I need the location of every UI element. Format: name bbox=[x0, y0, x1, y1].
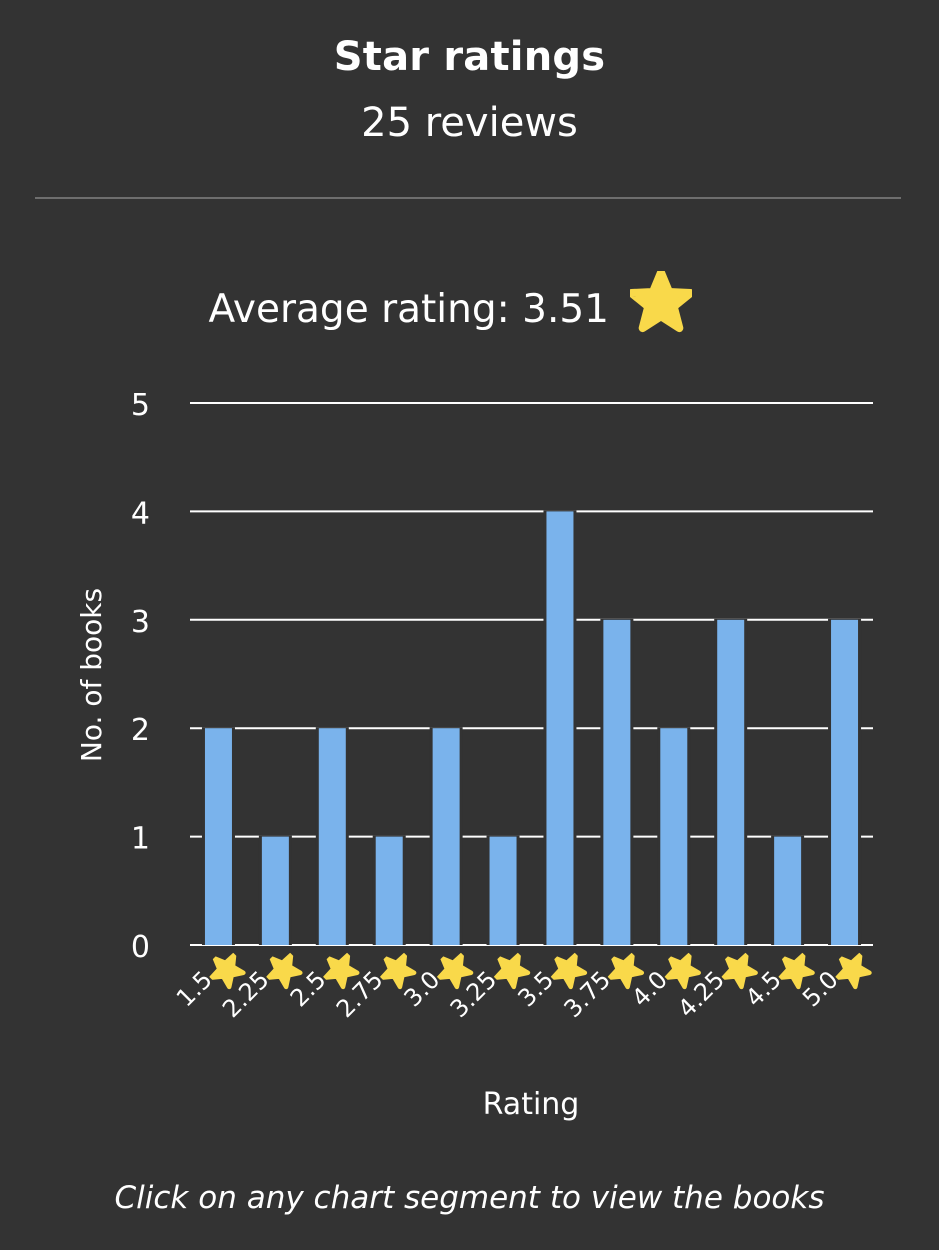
bar-4.25[interactable] bbox=[717, 619, 745, 945]
bar-3.75[interactable] bbox=[603, 619, 631, 945]
bar-2.5[interactable] bbox=[318, 728, 346, 945]
chart-hint: Click on any chart segment to view the b… bbox=[114, 1180, 825, 1216]
bar-1.5[interactable] bbox=[204, 728, 232, 945]
bar-2.25[interactable] bbox=[261, 836, 289, 945]
y-tick-label: 2 bbox=[131, 713, 150, 748]
bar-4.5[interactable] bbox=[774, 836, 802, 945]
y-tick-label: 1 bbox=[131, 822, 150, 857]
bar-3.5[interactable] bbox=[546, 511, 574, 945]
y-tick-label: 3 bbox=[131, 605, 150, 640]
bar-5.0[interactable] bbox=[831, 619, 859, 945]
x-tick: 5.0 bbox=[797, 942, 874, 1012]
y-tick-label: 4 bbox=[131, 496, 150, 531]
x-axis-label: Rating bbox=[483, 1087, 580, 1122]
bar-2.75[interactable] bbox=[375, 836, 403, 945]
x-tick: 4.5 bbox=[740, 942, 817, 1012]
review-count: 25 reviews bbox=[361, 100, 578, 146]
bar-3.25[interactable] bbox=[489, 836, 517, 945]
y-tick-label: 5 bbox=[131, 388, 150, 423]
divider bbox=[35, 197, 901, 199]
chart-title: Average rating: 3.51 bbox=[209, 287, 609, 332]
y-axis-label: No. of books bbox=[75, 588, 108, 762]
y-tick-label: 0 bbox=[131, 930, 150, 965]
star-icon bbox=[632, 273, 691, 328]
bar-4.0[interactable] bbox=[660, 728, 688, 945]
x-tick-label: 1.5 bbox=[171, 966, 218, 1013]
bar-3.0[interactable] bbox=[432, 728, 460, 945]
page-title: Star ratings bbox=[333, 34, 606, 80]
